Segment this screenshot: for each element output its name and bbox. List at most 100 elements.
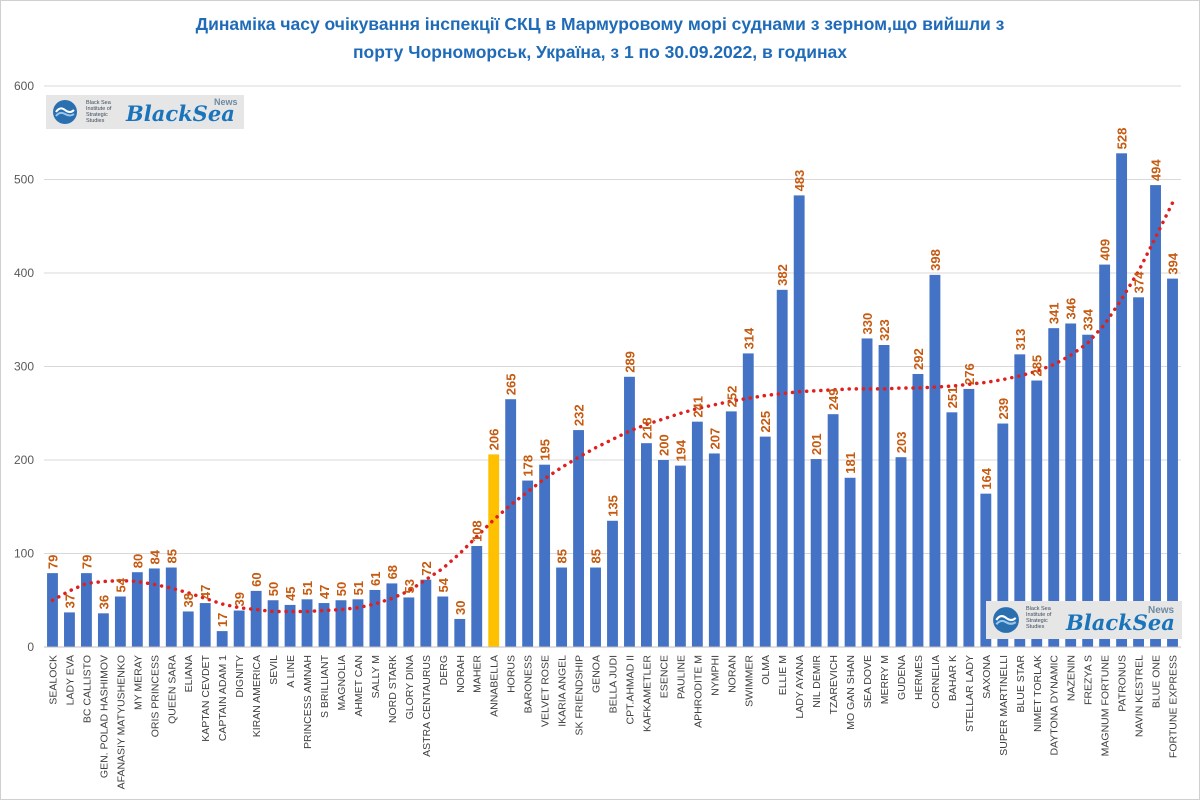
data-label: 292 xyxy=(911,348,926,370)
bar xyxy=(861,338,873,647)
bar xyxy=(708,453,720,647)
data-label: 251 xyxy=(945,387,960,409)
x-tick-label: BELLA JUDI xyxy=(608,655,620,713)
data-label: 68 xyxy=(385,565,400,579)
bar xyxy=(980,493,992,647)
data-label: 409 xyxy=(1098,239,1113,261)
x-tick-label: BLUE STAR xyxy=(1015,655,1027,713)
x-tick-label: ESENCE xyxy=(658,655,670,698)
data-label: 346 xyxy=(1064,298,1079,320)
x-tick-label: AFANASIY MATYUSHENKO xyxy=(115,655,127,789)
data-label: 47 xyxy=(317,585,332,599)
data-label: 314 xyxy=(741,327,756,349)
bar xyxy=(793,195,805,647)
bar xyxy=(335,600,347,647)
logo-wordmark: BlackSea xyxy=(1066,610,1175,635)
bar xyxy=(573,430,584,647)
x-tick-label: NORAN xyxy=(726,655,738,693)
x-tick-label: MAHER xyxy=(472,655,484,693)
x-tick-label: DAYTONA DYNAMIC xyxy=(1049,655,1061,756)
bar xyxy=(912,373,924,647)
x-tick-label: OLMA xyxy=(760,655,772,685)
data-label: 249 xyxy=(826,388,841,410)
data-label: 494 xyxy=(1149,159,1164,181)
x-tick-label: FREZYA S xyxy=(1083,655,1095,705)
bar xyxy=(946,412,958,647)
data-label: 195 xyxy=(538,439,553,461)
bar xyxy=(488,454,500,647)
bar xyxy=(674,465,686,647)
bar xyxy=(386,583,398,647)
logo-news: News xyxy=(214,97,238,107)
x-tick-label: MAGNOLIA xyxy=(336,655,348,710)
x-tick-label: NYMPHI xyxy=(709,655,721,696)
data-label: 218 xyxy=(639,417,654,439)
bar xyxy=(1048,328,1060,647)
bar xyxy=(267,600,279,647)
data-label: 232 xyxy=(572,404,587,426)
bar xyxy=(929,274,941,647)
data-label: 79 xyxy=(45,555,60,569)
bar xyxy=(97,613,109,647)
bar xyxy=(963,388,975,647)
y-tick-label: 500 xyxy=(14,173,34,187)
data-label: 61 xyxy=(368,571,383,585)
x-tick-label: BAHAR K xyxy=(947,655,959,701)
institute-line: Black Sea xyxy=(86,100,111,106)
x-tick-label: NAVIN KESTREL xyxy=(1134,655,1146,737)
x-tick-label: LADY EVA xyxy=(64,655,76,705)
data-label: 37 xyxy=(62,594,77,608)
logo-news: News xyxy=(1148,605,1175,616)
data-label: 201 xyxy=(809,433,824,455)
bar xyxy=(810,459,822,647)
bar xyxy=(607,520,618,647)
bar xyxy=(369,589,381,647)
bar xyxy=(165,567,177,647)
bar xyxy=(233,610,245,647)
y-tick-label: 200 xyxy=(14,453,34,467)
bar xyxy=(1150,185,1161,648)
logo-wordmark: BlackSea xyxy=(126,101,235,126)
x-tick-label: SUPER MARTINELLI xyxy=(998,655,1010,756)
x-tick-label: NORAH xyxy=(455,655,467,693)
data-label: 265 xyxy=(504,374,519,396)
data-label: 85 xyxy=(589,549,604,563)
institute-line: Studies xyxy=(86,118,105,124)
x-tick-label: SEA DOVE xyxy=(862,655,874,708)
bar xyxy=(1133,297,1145,647)
data-label: 200 xyxy=(656,434,671,456)
x-tick-label: MAGNUM FORTUNE xyxy=(1100,655,1112,756)
data-label: 483 xyxy=(792,170,807,192)
x-tick-label: KAFKAMETLER xyxy=(641,655,653,732)
x-tick-label: NAZENIN xyxy=(1066,655,1078,701)
bar xyxy=(199,603,211,647)
data-label: 313 xyxy=(1013,329,1028,351)
x-tick-label: BLUE ONE xyxy=(1151,655,1163,708)
data-label: 30 xyxy=(453,600,468,614)
bar xyxy=(1167,278,1178,647)
x-tick-label: NORD STARK xyxy=(387,655,399,723)
data-label: 241 xyxy=(690,396,705,418)
bar xyxy=(301,599,313,647)
data-label: 330 xyxy=(860,313,875,335)
bar xyxy=(844,477,856,647)
x-tick-label: AHMET CAN xyxy=(353,655,365,717)
x-tick-label: SEVIL xyxy=(268,655,280,685)
x-tick-label: VELVET ROSE xyxy=(540,655,552,727)
institute-line: Institute of xyxy=(86,106,112,112)
data-label: 194 xyxy=(673,439,688,461)
bar xyxy=(1065,323,1077,647)
x-tick-label: KAPTAN CEVDET xyxy=(200,654,212,741)
bar xyxy=(624,376,635,647)
y-tick-label: 300 xyxy=(14,360,34,374)
data-label: 36 xyxy=(96,595,111,609)
data-label: 164 xyxy=(979,467,994,489)
bar xyxy=(216,631,228,647)
bar xyxy=(454,618,466,647)
bar xyxy=(997,423,1009,647)
data-label: 38 xyxy=(181,593,196,607)
bar xyxy=(539,464,551,647)
x-tick-label: PATRONUS xyxy=(1117,655,1129,712)
bar xyxy=(878,344,890,647)
